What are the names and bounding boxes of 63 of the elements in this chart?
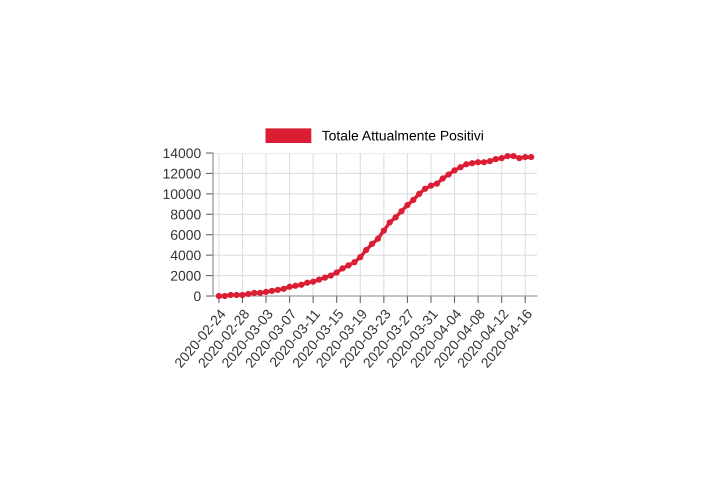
point	[469, 160, 476, 166]
point	[428, 182, 434, 189]
point	[434, 180, 440, 187]
point	[380, 228, 387, 234]
point	[404, 202, 411, 208]
y-tick-label: 2000	[171, 270, 201, 281]
point	[457, 164, 464, 170]
point	[345, 262, 352, 268]
point	[216, 292, 222, 300]
point	[286, 284, 293, 290]
point	[334, 269, 340, 276]
y-tick-label: 14000	[164, 148, 201, 158]
legend-label: Totale Attualmente Positivi	[322, 130, 483, 141]
point	[310, 278, 316, 285]
point	[328, 272, 334, 279]
point	[463, 161, 470, 168]
point	[351, 259, 358, 266]
point	[528, 154, 534, 160]
y-tick-label: 6000	[171, 230, 201, 240]
point	[398, 208, 405, 214]
point	[486, 158, 493, 164]
y-tick-label: 12000	[164, 168, 201, 179]
point	[498, 154, 505, 162]
point	[339, 265, 346, 272]
point	[228, 292, 234, 298]
point	[440, 175, 446, 182]
point	[416, 190, 422, 197]
point	[510, 152, 517, 160]
y-tick-label: 0	[194, 291, 201, 302]
point	[516, 154, 522, 162]
point	[304, 280, 310, 286]
point	[292, 282, 299, 289]
point	[492, 156, 499, 162]
point	[522, 154, 528, 160]
point	[274, 286, 281, 293]
y-tick-label: 8000	[170, 210, 201, 220]
point	[410, 196, 416, 204]
point	[451, 167, 458, 174]
point	[368, 240, 376, 248]
point	[262, 288, 270, 296]
point	[298, 282, 304, 288]
point	[422, 186, 428, 192]
point	[251, 290, 258, 296]
point	[392, 214, 399, 220]
point	[222, 292, 228, 300]
point	[322, 274, 328, 281]
point	[316, 276, 322, 283]
point	[386, 219, 393, 226]
point	[474, 159, 482, 166]
point	[363, 246, 370, 254]
point	[480, 159, 488, 166]
point	[504, 152, 511, 160]
point	[280, 286, 287, 292]
point	[446, 171, 452, 178]
point	[268, 288, 276, 294]
point	[374, 236, 382, 242]
point	[233, 292, 240, 298]
point	[257, 290, 264, 296]
point	[245, 290, 252, 298]
point	[239, 292, 246, 298]
point	[357, 254, 364, 260]
y-tick-label: 4000	[170, 250, 201, 260]
y-tick-label: 10000	[164, 189, 201, 200]
